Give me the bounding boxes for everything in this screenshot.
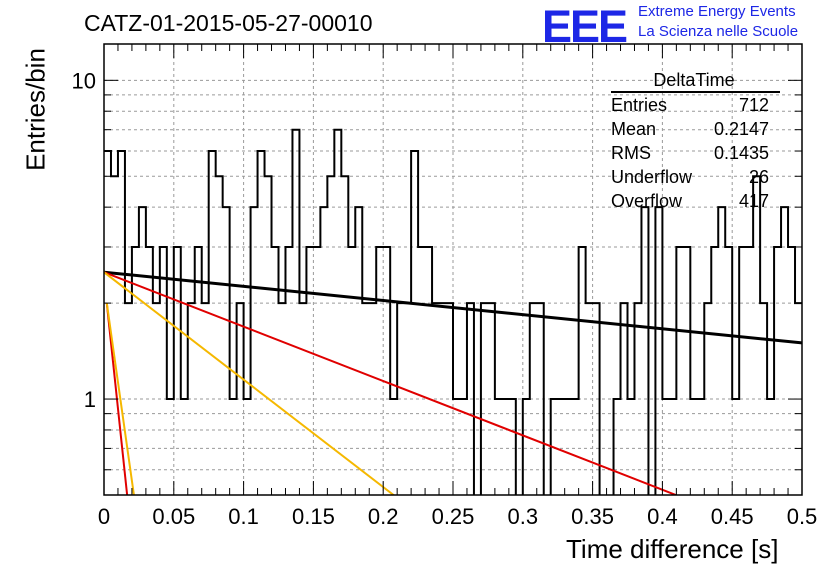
x-tick-label: 0.4: [647, 504, 678, 529]
y-tick-label: 1: [84, 387, 96, 412]
stats-value: 0.2147: [713, 119, 769, 139]
stats-value: 712: [738, 95, 769, 115]
stats-label: Entries: [611, 95, 668, 115]
x-tick-label: 0.35: [571, 504, 614, 529]
stats-value: 0.1435: [713, 143, 769, 163]
x-tick-label: 0.45: [711, 504, 754, 529]
x-tick-label: 0.25: [432, 504, 475, 529]
stats-row-rms: RMS 0.1435: [611, 141, 777, 165]
stats-label: Underflow: [611, 167, 693, 187]
stats-label: Mean: [611, 119, 657, 139]
x-tick-label: 0.3: [508, 504, 539, 529]
stats-box: DeltaTime Entries 712 Mean 0.2147 RMS 0.…: [611, 70, 780, 213]
x-axis-label: Time difference [s]: [566, 534, 779, 564]
x-tick-label: 0.05: [152, 504, 195, 529]
fit-curve: [104, 271, 679, 495]
stats-row-mean: Mean 0.2147: [611, 117, 777, 141]
stats-label: RMS: [611, 143, 651, 163]
fit-curve: [104, 271, 396, 495]
eee-logo: EEE: [542, 1, 628, 52]
fit-curve: [105, 302, 129, 495]
logo-line-2: La Scienza nelle Scuole: [638, 23, 799, 40]
stats-label: Overflow: [611, 191, 683, 211]
stats-value: 417: [738, 191, 769, 211]
stats-value: 26: [748, 167, 769, 187]
y-tick-label: 10: [72, 68, 96, 93]
stats-row-overflow: Overflow 417: [611, 189, 777, 213]
x-tick-label: 0.5: [787, 504, 818, 529]
histogram-line: [104, 128, 802, 495]
x-tick-label: 0.1: [228, 504, 259, 529]
stats-name: DeltaTime: [653, 70, 735, 90]
fit-curve: [105, 302, 135, 495]
stats-divider: [611, 91, 780, 93]
logo-line-1: Extreme Energy Events: [638, 3, 796, 20]
x-tick-label: 0.15: [292, 504, 335, 529]
stats-row-entries: Entries 712: [611, 93, 777, 117]
y-axis-label: Entries/bin: [20, 48, 51, 171]
x-tick-label: 0: [98, 504, 110, 529]
chart-title: CATZ-01-2015-05-27-00010: [84, 10, 373, 36]
fit-curve: [104, 270, 802, 345]
stats-row-underflow: Underflow 26: [611, 165, 777, 189]
x-tick-label: 0.2: [368, 504, 399, 529]
